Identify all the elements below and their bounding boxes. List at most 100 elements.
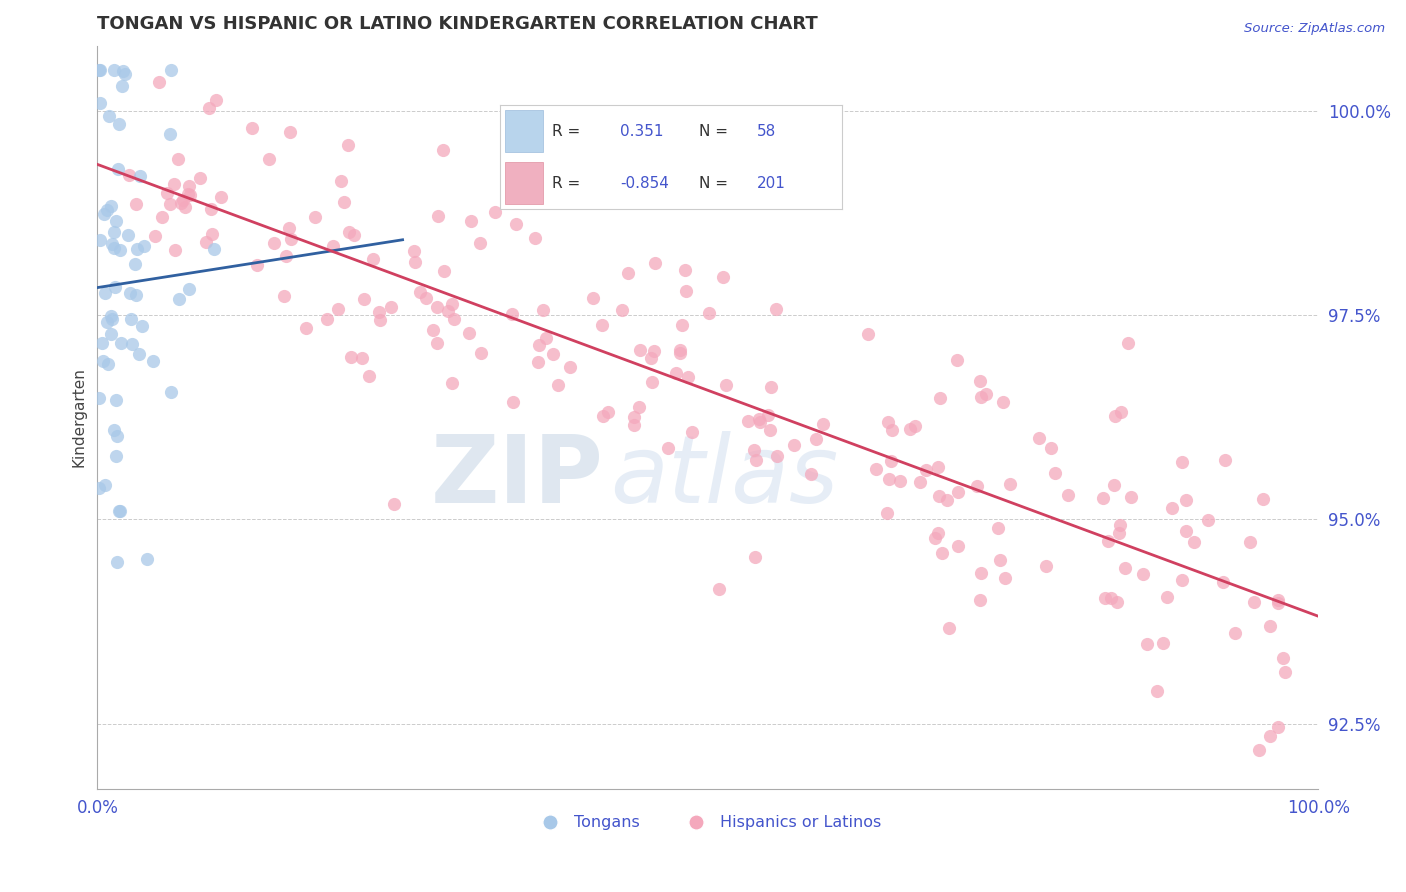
Point	[368, 313, 391, 327]
Point	[89, 63, 111, 78]
Point	[105, 429, 128, 443]
Point	[124, 257, 146, 271]
Point	[591, 318, 613, 333]
Point	[118, 285, 141, 300]
Point	[426, 335, 449, 350]
Point	[716, 378, 738, 392]
Point	[350, 351, 373, 365]
Point	[898, 422, 921, 436]
Point	[610, 302, 633, 317]
Point	[104, 449, 127, 463]
Point	[1104, 409, 1126, 423]
Point	[505, 217, 527, 231]
Point	[675, 284, 697, 298]
Point	[107, 503, 129, 517]
Point	[534, 331, 557, 345]
Point	[97, 109, 120, 123]
Point	[156, 186, 179, 200]
Point	[415, 291, 437, 305]
Point	[125, 197, 148, 211]
Point	[856, 326, 879, 341]
Point	[744, 549, 766, 564]
Point	[93, 207, 115, 221]
Point	[1108, 526, 1130, 541]
Point	[100, 236, 122, 251]
Point	[204, 93, 226, 107]
Point	[748, 412, 770, 426]
Point	[1213, 452, 1236, 467]
Point	[1109, 518, 1132, 533]
Point	[159, 127, 181, 141]
Point	[93, 478, 115, 492]
Point	[404, 244, 426, 259]
Point	[541, 347, 564, 361]
Point	[582, 292, 605, 306]
Point	[111, 78, 134, 93]
Point	[87, 391, 110, 405]
Point	[1092, 491, 1115, 505]
Point	[799, 467, 821, 481]
Point	[697, 306, 720, 320]
Point	[927, 460, 949, 475]
Point	[673, 263, 696, 277]
Point	[159, 384, 181, 399]
Point	[432, 144, 454, 158]
Point	[766, 449, 789, 463]
Point	[94, 286, 117, 301]
Point	[1028, 431, 1050, 445]
Point	[170, 195, 193, 210]
Point	[1114, 560, 1136, 574]
Point	[970, 566, 993, 581]
Point	[330, 173, 353, 187]
Text: Source: ZipAtlas.com: Source: ZipAtlas.com	[1244, 22, 1385, 36]
Point	[669, 343, 692, 358]
Text: atlas: atlas	[610, 431, 838, 522]
Point	[1132, 567, 1154, 582]
Point	[676, 369, 699, 384]
Point	[946, 352, 969, 367]
Point	[759, 423, 782, 437]
Point	[1249, 743, 1271, 757]
Point	[1097, 533, 1119, 548]
Point	[749, 415, 772, 429]
Point	[128, 347, 150, 361]
Point	[90, 336, 112, 351]
Point	[89, 96, 111, 111]
Point	[1243, 595, 1265, 609]
Point	[1109, 404, 1132, 418]
Point	[1171, 455, 1194, 469]
Point	[1174, 524, 1197, 539]
Point	[592, 409, 614, 423]
Point	[132, 239, 155, 253]
Point	[103, 63, 125, 78]
Point	[278, 220, 301, 235]
Y-axis label: Kindergarten: Kindergarten	[72, 368, 86, 467]
Point	[148, 75, 170, 89]
Point	[1152, 636, 1174, 650]
Point	[643, 343, 665, 358]
Point	[121, 336, 143, 351]
Point	[915, 463, 938, 477]
Point	[969, 593, 991, 607]
Point	[100, 326, 122, 341]
Point	[628, 343, 651, 357]
Point	[357, 369, 380, 384]
Point	[96, 315, 118, 329]
Point	[929, 392, 952, 406]
Point	[167, 152, 190, 166]
Point	[436, 303, 458, 318]
Point	[524, 231, 547, 245]
Point	[458, 326, 481, 341]
Point	[188, 171, 211, 186]
Point	[245, 258, 267, 272]
Point	[167, 292, 190, 306]
Point	[177, 186, 200, 201]
Point	[361, 252, 384, 267]
Point	[938, 621, 960, 635]
Point	[1116, 336, 1139, 351]
Point	[136, 552, 159, 566]
Point	[470, 346, 492, 360]
Point	[1099, 591, 1122, 606]
Point	[623, 410, 645, 425]
Point	[427, 209, 450, 223]
